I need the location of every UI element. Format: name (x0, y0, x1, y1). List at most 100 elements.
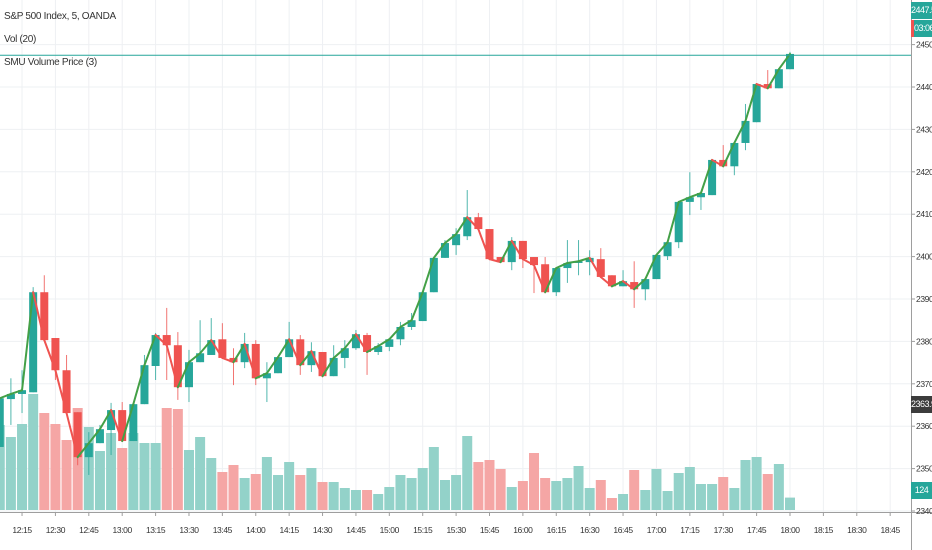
indicator-legend[interactable]: SMU Volume Price (3) (4, 57, 97, 68)
volume-bar (117, 448, 128, 510)
candle-body (752, 84, 761, 123)
candle-body (129, 404, 138, 442)
smu-line-segment (65, 412, 79, 459)
volume-bar (562, 478, 573, 510)
candle-body (429, 257, 438, 293)
time-tick-label: 16:00 (513, 525, 533, 535)
volume-bar (384, 487, 395, 510)
time-tick-label: 15:30 (446, 525, 466, 535)
candle-body (207, 340, 216, 355)
smu-line-segment (110, 409, 124, 443)
volume-bar (139, 443, 150, 510)
price-tick-label: 2420.0 (916, 167, 932, 177)
smu-line-segment (310, 350, 324, 378)
volume-bar (651, 469, 662, 510)
candle-body (552, 268, 561, 293)
smu-line-segment (410, 291, 424, 322)
volume-bar (295, 475, 306, 510)
candle-body (663, 242, 672, 257)
price-axis[interactable]: 2340.0 2350.0 2360.0 2370.0 2380.0 2390.0 2400… (911, 40, 932, 516)
smu-line-segment (232, 342, 246, 364)
candle-body (541, 264, 550, 293)
smu-line-segment (143, 334, 157, 367)
candle-body (619, 281, 628, 287)
candle-body (107, 410, 116, 431)
candle-body (251, 343, 260, 379)
smu-line-segment (443, 233, 458, 245)
smu-line-segment (265, 356, 280, 375)
volume-value-tag: 124 (911, 482, 932, 499)
volume-bar (128, 433, 139, 510)
volume-bar (439, 480, 450, 510)
volume-bar (595, 480, 606, 510)
candle-body (262, 373, 271, 379)
volume-bar (751, 457, 762, 510)
candle-body (151, 335, 160, 366)
indicator-value-tag: 2363.9 (911, 396, 932, 413)
smu-line-segment (688, 192, 702, 199)
volume-bar (261, 457, 272, 510)
smu-line-segment (510, 239, 524, 261)
candle-body (229, 357, 238, 363)
candle-body (496, 257, 505, 263)
smu-line-segment (610, 280, 625, 288)
smu-line-segment (377, 338, 391, 348)
candle-body (240, 343, 249, 363)
time-tick-label: 17:15 (680, 525, 700, 535)
candle-body (329, 357, 338, 377)
smu-line-segment (544, 267, 558, 294)
volume-bar (718, 477, 729, 510)
volume-bar (172, 409, 183, 510)
volume-bar (150, 443, 161, 510)
volume-bar (195, 437, 206, 510)
time-tick-label: 17:30 (714, 525, 734, 535)
smu-line-segment (388, 325, 402, 341)
smu-line-segment (722, 141, 736, 168)
volume-bar (417, 468, 428, 510)
candle-body (385, 339, 394, 347)
volume-bar (517, 481, 528, 510)
candle-body (307, 351, 316, 366)
candle-body (463, 217, 472, 237)
time-tick-label: 17:45 (747, 525, 767, 535)
time-tick-label: 16:45 (613, 525, 633, 535)
candle-body (741, 120, 750, 143)
volume-bar (629, 470, 640, 510)
volume-bar (61, 440, 72, 510)
candle-body (530, 257, 539, 266)
smu-line-segment (132, 364, 146, 406)
symbol-legend[interactable]: S&P 500 Index, 5, OANDA (4, 11, 116, 22)
smu-line-segment (332, 347, 346, 359)
time-tick-label: 13:00 (113, 525, 133, 535)
smu-line-segment (766, 68, 780, 90)
smu-line-segment (677, 196, 691, 203)
candle-body (173, 345, 182, 388)
candle-body (596, 259, 605, 277)
volume-bar (618, 494, 629, 510)
candle-body (40, 292, 49, 341)
volume-bar (606, 498, 617, 510)
time-tick-label: 18:15 (814, 525, 834, 535)
smu-line-segment (87, 428, 101, 445)
volume-bar (551, 481, 562, 510)
time-tick-label: 18:00 (780, 525, 800, 535)
volume-bar (662, 491, 673, 510)
volume-legend[interactable]: Vol (20) (4, 34, 37, 45)
candle-body (485, 229, 494, 260)
candle-body (730, 142, 739, 167)
volume-bar (773, 464, 784, 510)
price-tick-label: 2350.0 (916, 464, 932, 474)
volume-bar (529, 453, 540, 510)
volume-bar (106, 433, 117, 510)
candle-body (418, 292, 427, 322)
volume-bar (473, 462, 484, 510)
volume-bar (161, 408, 172, 510)
smu-line-segment (399, 319, 413, 328)
time-axis[interactable]: 12:15 12:30 12:45 13:00 13:15 13:30 13:45 14:00… (12, 512, 901, 535)
time-tick-label: 17:00 (647, 525, 667, 535)
volume-bar (206, 458, 217, 510)
volume-bar (362, 490, 373, 510)
smu-line-segment (243, 342, 257, 380)
time-tick-label: 14:15 (280, 525, 300, 535)
